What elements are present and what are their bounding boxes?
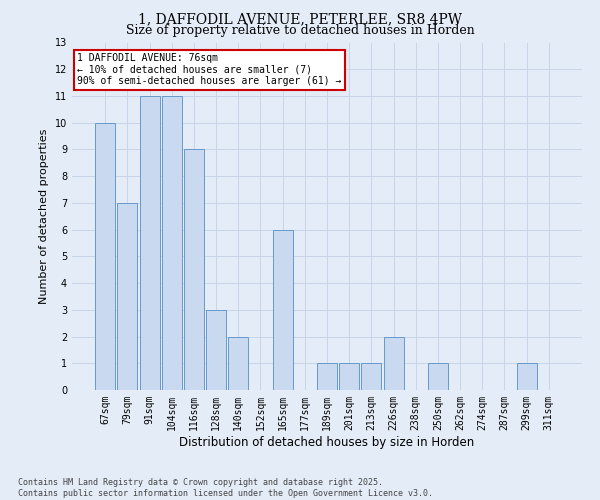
Bar: [162, 96, 182, 390]
Text: 1 DAFFODIL AVENUE: 76sqm
← 10% of detached houses are smaller (7)
90% of semi-de: 1 DAFFODIL AVENUE: 76sqm ← 10% of detach…: [77, 53, 341, 86]
Bar: [517, 364, 536, 390]
Bar: [272, 230, 293, 390]
Text: 1, DAFFODIL AVENUE, PETERLEE, SR8 4PW: 1, DAFFODIL AVENUE, PETERLEE, SR8 4PW: [138, 12, 462, 26]
Bar: [184, 150, 204, 390]
Text: Size of property relative to detached houses in Horden: Size of property relative to detached ho…: [125, 24, 475, 37]
Bar: [361, 364, 382, 390]
Y-axis label: Number of detached properties: Number of detached properties: [39, 128, 49, 304]
Bar: [383, 336, 404, 390]
Bar: [428, 364, 448, 390]
Bar: [339, 364, 359, 390]
Bar: [206, 310, 226, 390]
Text: Contains HM Land Registry data © Crown copyright and database right 2025.
Contai: Contains HM Land Registry data © Crown c…: [18, 478, 433, 498]
Bar: [118, 203, 137, 390]
Bar: [228, 336, 248, 390]
Bar: [140, 96, 160, 390]
Bar: [317, 364, 337, 390]
Bar: [95, 122, 115, 390]
X-axis label: Distribution of detached houses by size in Horden: Distribution of detached houses by size …: [179, 436, 475, 448]
